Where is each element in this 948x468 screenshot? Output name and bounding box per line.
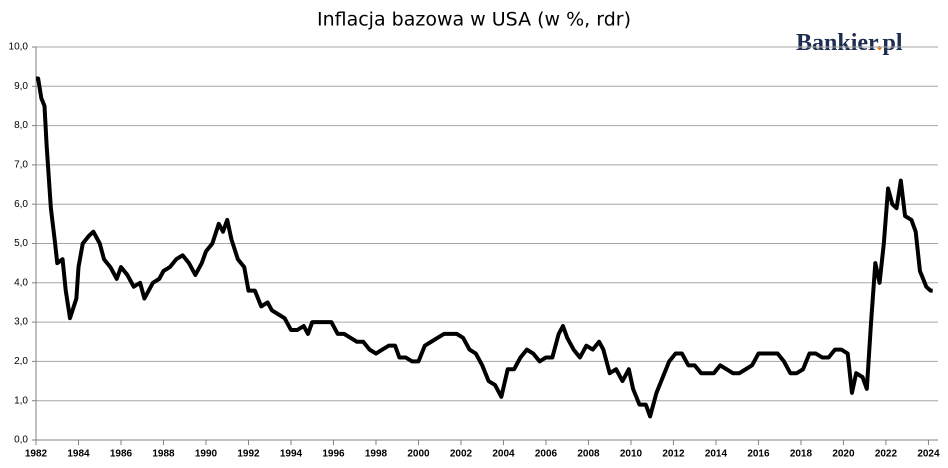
x-tick-label: 2020 xyxy=(832,449,855,460)
y-tick-label: 10,0 xyxy=(9,42,29,53)
y-tick-label: 9,0 xyxy=(14,81,28,92)
x-tick-label: 1986 xyxy=(110,449,133,460)
data-line xyxy=(36,76,933,419)
y-tick-label: 4,0 xyxy=(14,277,28,288)
x-tick-label: 1988 xyxy=(152,449,175,460)
x-tick-label: 1990 xyxy=(195,449,218,460)
x-tick-label: 2014 xyxy=(705,449,728,460)
x-tick-label: 1998 xyxy=(365,449,388,460)
x-tick-label: 2004 xyxy=(492,449,515,460)
x-tick-label: 2024 xyxy=(917,449,940,460)
logo-part: . xyxy=(876,30,882,56)
logo: Bankier.pl xyxy=(796,30,903,56)
y-tick-label: 7,0 xyxy=(14,160,28,171)
x-tick-label: 1982 xyxy=(25,449,48,460)
x-tick-label: 1996 xyxy=(322,449,345,460)
x-tick-label: 2018 xyxy=(790,449,813,460)
x-tick-label: 2010 xyxy=(620,449,643,460)
y-tick-label: 0,0 xyxy=(14,435,28,446)
x-tick-label: 2012 xyxy=(662,449,685,460)
x-tick-label: 1994 xyxy=(280,449,303,460)
logo-part: Bankier xyxy=(796,30,879,56)
y-tick-label: 3,0 xyxy=(14,317,28,328)
y-tick-label: 1,0 xyxy=(14,395,28,406)
y-tick-label: 5,0 xyxy=(14,238,28,249)
x-tick-label: 2008 xyxy=(577,449,600,460)
y-tick-label: 6,0 xyxy=(14,199,28,210)
chart-title: Inflacja bazowa w USA (w %, rdr) xyxy=(317,9,631,31)
x-tick-label: 1992 xyxy=(237,449,260,460)
x-tick-label: 1984 xyxy=(67,449,90,460)
x-tick-label: 2016 xyxy=(747,449,770,460)
x-tick-label: 2022 xyxy=(875,449,898,460)
logo-part: pl xyxy=(882,30,902,56)
x-tick-label: 2002 xyxy=(450,449,473,460)
y-tick-label: 2,0 xyxy=(14,356,28,367)
y-tick-label: 8,0 xyxy=(14,120,28,131)
x-tick-label: 2000 xyxy=(407,449,430,460)
x-tick-label: 2006 xyxy=(535,449,558,460)
